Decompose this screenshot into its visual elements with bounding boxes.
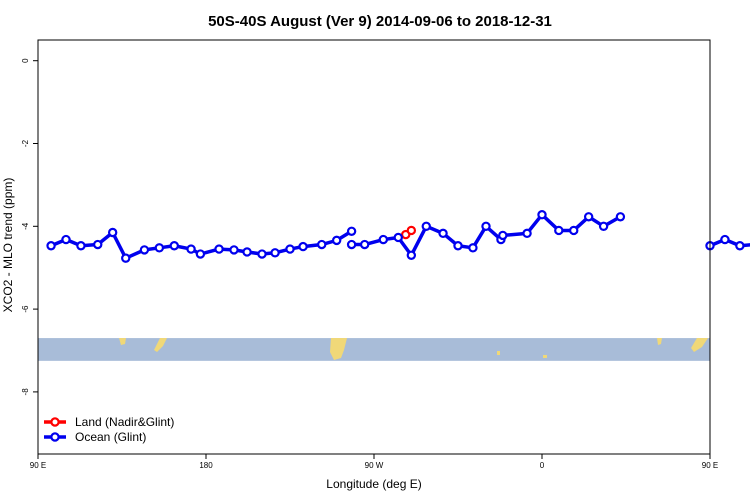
y-tick-label: 0 [21,58,30,63]
data-point [346,226,357,236]
data-point [481,221,491,231]
data-point [438,228,448,239]
y-axis-ticks: 0 -2 -4 -6 -8 [21,58,38,396]
land-patch [543,355,547,358]
legend: Land (Nadir&Glint)Ocean (Glint) [44,415,174,444]
data-point [569,225,579,236]
y-tick-label: -2 [21,139,30,147]
legend-marker [50,417,60,427]
data-point [537,210,547,220]
chart-title: 50S-40S August (Ver 9) 2014-09-06 to 201… [208,13,552,30]
data-point [720,234,730,245]
data-point [76,241,86,251]
data-point [154,243,165,253]
data-point [121,253,131,263]
data-point [139,245,150,255]
data-point [214,244,224,254]
data-point [346,239,357,250]
x-tick-label: 90 W [365,461,384,470]
data-point [406,250,417,260]
data-point [93,239,103,250]
land-patch [691,338,708,352]
data-point [242,247,252,257]
data-point [498,230,508,241]
data-point [186,244,196,254]
y-tick-label: -8 [21,388,30,396]
data-point [735,241,745,251]
data-point [468,243,478,253]
map-strip [38,338,710,361]
land-patch [154,338,167,352]
data-point [298,241,308,252]
y-tick-label: -4 [21,222,30,230]
data-point [257,249,267,259]
series-line [708,237,750,248]
x-tick-label: 180 [199,461,213,470]
data-point [522,228,532,239]
data-point [317,239,327,250]
ocean-band [38,338,710,361]
data-point [453,241,463,251]
plot-frame [37,39,711,455]
data-point [169,241,179,251]
data-point [61,234,71,245]
data-point [359,239,370,250]
data-point [598,221,609,231]
x-tick-label: 90 E [702,461,718,470]
land-patch [119,338,126,345]
data-point [615,212,626,222]
land-patch [657,338,662,345]
data-point [421,221,431,231]
x-axis-label: Longitude (deg E) [326,477,421,491]
data-point [554,225,564,236]
y-tick-label: -6 [21,305,30,313]
legend-label: Ocean (Glint) [75,430,146,444]
x-tick-label: 0 [540,461,545,470]
data-point [195,249,206,259]
land-patch [330,338,347,360]
legend-label: Land (Nadir&Glint) [75,415,174,429]
land-patch [497,351,500,355]
legend-marker [50,432,60,442]
data-point [406,225,417,236]
data-point [229,245,239,255]
data-point [107,227,118,238]
data-point [378,234,389,245]
data-point [393,232,403,243]
data-point [331,235,342,246]
series-layer [46,210,750,263]
data-point [583,212,594,222]
series-group [46,210,750,263]
data-point [46,241,56,251]
series-group [401,225,417,240]
x-tick-label: 90 E [30,461,46,470]
y-axis-label: XCO2 - MLO trend (ppm) [1,178,15,313]
x-axis-ticks: 90 E 180 90 W 0 90 E [30,454,718,470]
data-point [270,248,280,258]
data-point [285,244,295,254]
